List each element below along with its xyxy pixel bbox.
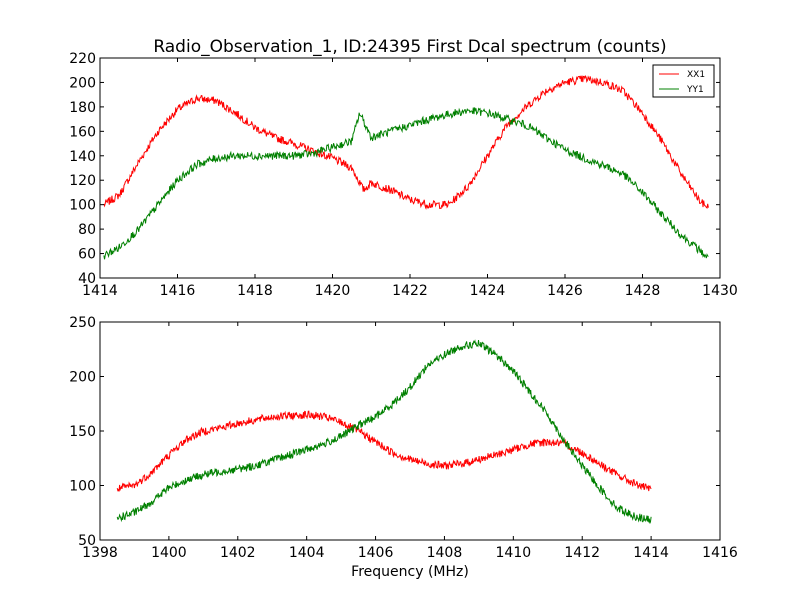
bottom-x-tick-label: 1412 bbox=[564, 545, 600, 561]
top-legend-box bbox=[652, 64, 715, 98]
bottom-x-tick-label: 1402 bbox=[220, 545, 256, 561]
top-x-tick-label: 1426 bbox=[547, 283, 583, 299]
bottom-y-tick-label: 150 bbox=[69, 424, 96, 440]
top-plot-area: 1414 1416 1418 1420 1422 1424 1426 1428 1430 40 60… bbox=[69, 51, 738, 299]
top-chart-panel: Radio_Observation_1, ID:24395 First Dcal… bbox=[69, 37, 738, 299]
bottom-x-tick-label: 1416 bbox=[702, 545, 738, 561]
bottom-series-line-green bbox=[116, 339, 652, 524]
bottom-x-tick-label: 1400 bbox=[151, 545, 187, 561]
bottom-y-tick-label: 200 bbox=[69, 370, 96, 386]
bottom-y-tick-label: 100 bbox=[69, 479, 96, 495]
bottom-chart-panel: 1398 1400 1402 1404 1406 1408 1410 1412 1414 1416… bbox=[69, 315, 738, 580]
top-chart-title: Radio_Observation_1, ID:24395 First Dcal… bbox=[153, 37, 666, 57]
top-x-tick-label: 1428 bbox=[625, 283, 661, 299]
top-series-line-xx1 bbox=[103, 75, 709, 210]
top-x-tick-label: 1416 bbox=[160, 283, 196, 299]
top-x-tick-label: 1430 bbox=[702, 283, 738, 299]
top-y-tick-label: 160 bbox=[69, 124, 96, 140]
bottom-x-tick-label: 1408 bbox=[427, 545, 463, 561]
bottom-y-tick-label: 50 bbox=[78, 533, 96, 549]
top-x-tick-label: 1418 bbox=[237, 283, 273, 299]
top-legend-label-xx1: XX1 bbox=[687, 70, 705, 80]
top-x-tick-label: 1420 bbox=[315, 283, 351, 299]
top-x-tick-label: 1424 bbox=[470, 283, 506, 299]
top-y-tick-label: 40 bbox=[78, 271, 96, 287]
top-y-tick-label: 80 bbox=[78, 222, 96, 238]
top-x-tick-label: 1422 bbox=[392, 283, 428, 299]
top-y-tick-label: 60 bbox=[78, 247, 96, 263]
bottom-x-tick-label: 1414 bbox=[633, 545, 669, 561]
bottom-x-tick-label: 1406 bbox=[358, 545, 394, 561]
bottom-plot-area: 1398 1400 1402 1404 1406 1408 1410 1412 1414 1416… bbox=[69, 315, 738, 561]
bottom-y-tick-label: 250 bbox=[69, 315, 96, 331]
top-y-tick-label: 220 bbox=[69, 51, 96, 67]
top-legend-label-yy1: YY1 bbox=[686, 85, 704, 95]
top-y-tick-label: 140 bbox=[69, 149, 96, 165]
top-series-line-yy1 bbox=[103, 107, 709, 260]
top-y-tick-label: 180 bbox=[69, 100, 96, 116]
bottom-x-tick-label: 1410 bbox=[496, 545, 532, 561]
bottom-x-axis-label: Frequency (MHz) bbox=[351, 564, 469, 580]
top-x-tick-label: 1414 bbox=[82, 283, 118, 299]
bottom-x-tick-label: 1404 bbox=[289, 545, 325, 561]
bottom-x-tick-label: 1398 bbox=[82, 545, 118, 561]
top-y-tick-label: 100 bbox=[69, 198, 96, 214]
top-y-tick-label: 200 bbox=[69, 75, 96, 91]
top-y-tick-label: 120 bbox=[69, 173, 96, 189]
